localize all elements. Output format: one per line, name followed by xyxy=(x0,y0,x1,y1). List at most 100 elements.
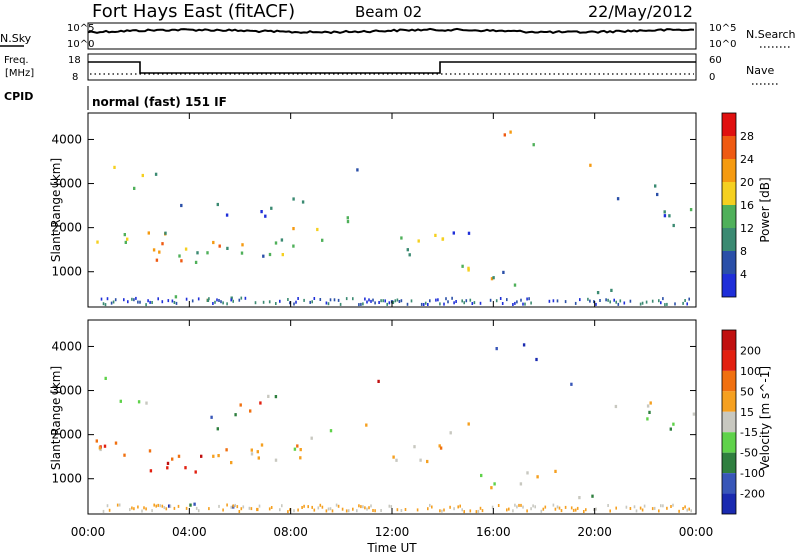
data-cell xyxy=(437,298,439,302)
plot-background xyxy=(88,113,696,307)
data-cell xyxy=(530,301,532,305)
data-cell xyxy=(463,301,465,305)
data-cell xyxy=(139,300,141,304)
data-cell xyxy=(169,504,172,508)
data-cell xyxy=(609,300,611,304)
data-cell xyxy=(649,401,652,405)
data-cell xyxy=(502,270,505,274)
nsky-label: N.Sky xyxy=(0,32,32,45)
data-cell xyxy=(477,509,480,513)
power-y-axis-title: Slant Range [km] xyxy=(49,158,63,262)
x-axis-title: Time UT xyxy=(366,541,417,554)
data-cell xyxy=(141,173,144,178)
data-cell xyxy=(526,297,528,301)
data-cell xyxy=(267,394,270,398)
data-cell xyxy=(123,233,126,237)
nsearch-label: N.Search xyxy=(746,28,796,41)
data-cell xyxy=(461,299,463,303)
nave-tick-top: 60 xyxy=(709,55,722,66)
data-cell xyxy=(501,302,504,305)
data-cell xyxy=(240,296,243,300)
colorbar-segment xyxy=(722,182,736,205)
data-cell xyxy=(530,507,532,511)
data-cell xyxy=(467,231,471,235)
data-cell xyxy=(503,133,506,137)
data-cell xyxy=(274,458,278,462)
data-cell xyxy=(593,300,595,304)
power-panel: 1000 2000 3000 4000 xyxy=(51,112,697,308)
x-tick-label: 16:00 xyxy=(476,525,511,539)
velocity-y-axis-title: Slant Range [km] xyxy=(49,366,63,470)
data-cell xyxy=(396,508,399,512)
data-cell xyxy=(174,295,178,299)
data-cell xyxy=(123,453,126,457)
data-cell xyxy=(552,503,555,507)
data-cell xyxy=(596,291,600,295)
data-cell xyxy=(262,254,265,258)
data-cell xyxy=(145,401,148,405)
data-cell xyxy=(157,503,159,507)
data-cell xyxy=(469,509,472,513)
data-cell xyxy=(329,298,332,302)
data-cell xyxy=(439,302,441,306)
data-cell xyxy=(368,298,370,302)
data-cell xyxy=(346,220,350,224)
data-cell xyxy=(268,252,272,257)
data-cell xyxy=(345,509,348,513)
data-cell xyxy=(395,458,398,462)
data-cell xyxy=(662,504,664,508)
data-cell xyxy=(166,461,170,465)
data-cell xyxy=(623,301,626,305)
data-cell xyxy=(316,227,319,232)
data-cell xyxy=(262,300,265,304)
data-cell xyxy=(406,248,409,252)
data-cell xyxy=(625,505,628,509)
data-cell xyxy=(587,297,589,301)
data-cell xyxy=(281,504,283,508)
data-cell xyxy=(194,260,198,264)
data-cell xyxy=(325,301,328,305)
data-cell xyxy=(295,300,297,304)
data-cell xyxy=(663,214,667,218)
data-cell xyxy=(380,509,382,512)
data-cell xyxy=(141,509,143,513)
data-cell xyxy=(453,507,455,511)
data-cell xyxy=(684,299,686,302)
data-cell xyxy=(98,446,102,450)
data-cell xyxy=(595,507,597,511)
data-cell xyxy=(356,509,358,513)
data-cell xyxy=(392,301,395,304)
data-cell xyxy=(313,297,316,300)
colorbar-segment xyxy=(722,493,736,514)
noise-tick-left-bottom: 10^0 xyxy=(67,39,94,50)
cpid-label: CPID xyxy=(4,90,33,103)
data-cell xyxy=(127,300,129,304)
data-cell xyxy=(335,503,338,507)
data-cell xyxy=(137,300,139,304)
data-cell xyxy=(258,504,261,508)
data-cell xyxy=(370,504,372,508)
data-cell xyxy=(654,184,657,188)
data-cell xyxy=(643,504,646,508)
data-cell xyxy=(599,299,601,302)
x-axis-ticks: 00:00 04:00 08:00 12:00 16:00 20:00 00:00 xyxy=(71,525,714,539)
data-cell xyxy=(386,302,388,306)
data-cell xyxy=(465,299,468,303)
data-cell xyxy=(420,302,423,306)
data-cell xyxy=(236,505,239,509)
data-cell xyxy=(613,298,615,302)
data-cell xyxy=(689,208,693,212)
data-cell xyxy=(250,452,254,456)
data-cell xyxy=(641,508,644,512)
data-cell xyxy=(112,300,115,304)
data-cell xyxy=(260,443,264,447)
data-cells xyxy=(96,130,693,307)
data-cell xyxy=(257,456,260,460)
data-cell xyxy=(279,508,281,512)
data-cell xyxy=(508,507,510,511)
data-cell xyxy=(576,506,579,510)
data-cell xyxy=(161,300,164,304)
data-cell xyxy=(297,297,299,300)
data-cell xyxy=(321,505,324,509)
data-cell xyxy=(287,510,289,514)
